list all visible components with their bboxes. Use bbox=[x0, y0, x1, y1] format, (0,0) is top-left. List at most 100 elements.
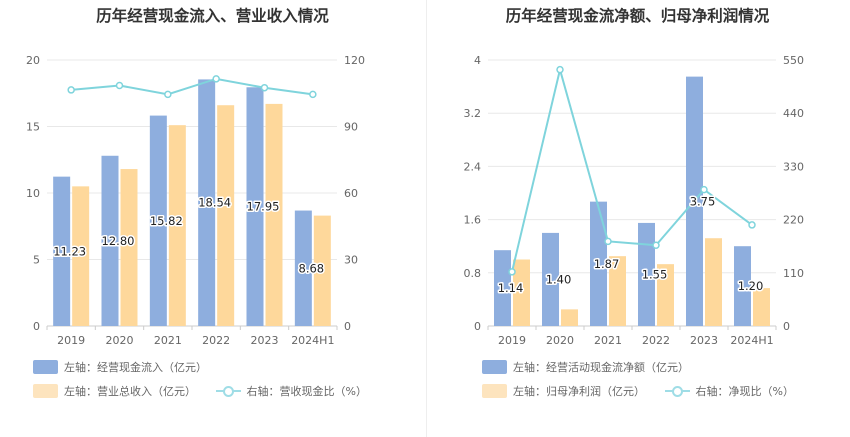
bar-cash-inflow bbox=[53, 176, 71, 326]
y-left-tick-label: 4 bbox=[474, 54, 481, 67]
legend-label: 右轴：营收现金比（%） bbox=[246, 385, 367, 398]
bar-net-profit bbox=[753, 288, 770, 326]
data-label: 1.14 bbox=[498, 281, 524, 295]
legend-label: 左轴：经营现金流入（亿元） bbox=[64, 361, 207, 374]
bar-net-cash-flow bbox=[542, 232, 559, 326]
y-left-tick-label: 0.8 bbox=[464, 267, 482, 280]
y-left-tick-label: 5 bbox=[33, 254, 40, 267]
ratio-point bbox=[164, 90, 172, 99]
bar-revenue bbox=[168, 125, 186, 326]
bar-net-profit bbox=[705, 238, 722, 326]
ratio-line bbox=[511, 65, 753, 273]
y-right-tick-label: 90 bbox=[344, 121, 358, 134]
y-right-tick-label: 0 bbox=[344, 320, 351, 333]
bar-net-cash-flow bbox=[494, 250, 511, 326]
bar-revenue bbox=[313, 215, 331, 326]
y-left-tick-label: 0 bbox=[33, 320, 40, 333]
legend-item-revenue[interactable]: 左轴：营业总收入（亿元） bbox=[33, 383, 196, 399]
legend-swatch bbox=[482, 360, 507, 374]
ratio-point bbox=[67, 86, 75, 94]
ratio-point bbox=[260, 83, 269, 92]
y-right-tick-label: 440 bbox=[783, 107, 804, 120]
x-tick-label: 2023 bbox=[251, 334, 279, 347]
y-right-tick-label: 60 bbox=[344, 187, 358, 200]
bar-net-cash-flow bbox=[638, 222, 655, 326]
bar-net-profit bbox=[657, 264, 674, 326]
panel-divider bbox=[426, 0, 427, 437]
x-tick-label: 2020 bbox=[546, 334, 574, 347]
bar-cash-inflow bbox=[198, 79, 216, 326]
legend-row-2: 左轴：归母净利润（亿元） 右轴：净现比（%） bbox=[482, 383, 810, 401]
data-label: 1.40 bbox=[546, 272, 572, 286]
data-label: 1.20 bbox=[738, 279, 764, 293]
legend-label: 左轴：归母净利润（亿元） bbox=[513, 385, 645, 398]
y-left-tick-label: 20 bbox=[26, 54, 40, 67]
ratio-point bbox=[748, 221, 756, 229]
chart-panel-left: 历年经营现金流入、营业收入情况 0 0 5 30 10 60 15 90 20 120 2019 20… bbox=[26, 7, 383, 401]
bar-revenue bbox=[72, 186, 90, 326]
y-left-tick-label: 1.6 bbox=[464, 214, 482, 227]
ratio-point bbox=[309, 90, 317, 99]
legend-swatch bbox=[33, 360, 58, 374]
ratio-point bbox=[115, 81, 124, 90]
legend-item-cash-inflow[interactable]: 左轴：经营现金流入（亿元） bbox=[33, 359, 207, 375]
y-left-tick-label: 10 bbox=[26, 187, 40, 200]
x-tick-label: 2021 bbox=[594, 334, 622, 347]
y-left-tick-label: 0 bbox=[474, 320, 481, 333]
bar-net-cash-flow bbox=[590, 201, 607, 326]
legend-item-net-cash-flow[interactable]: 左轴：经营活动现金流净额（亿元） bbox=[482, 359, 689, 375]
x-tick-label: 2023 bbox=[690, 334, 718, 347]
legend-label: 右轴：净现比（%） bbox=[695, 385, 794, 398]
legend-row-1: 左轴：经营现金流入（亿元） bbox=[33, 359, 223, 377]
bar-cash-inflow bbox=[149, 115, 167, 327]
bar-cash-inflow bbox=[246, 87, 264, 326]
data-label: 1.55 bbox=[642, 267, 668, 281]
bar-cash-inflow bbox=[101, 155, 119, 326]
data-label: 3.75 bbox=[690, 194, 716, 208]
ratio-point bbox=[652, 241, 660, 249]
x-tick-label: 2024H1 bbox=[291, 334, 334, 347]
bar-net-profit bbox=[561, 309, 578, 326]
y-right-tick-label: 120 bbox=[344, 54, 365, 67]
legend-line-swatch bbox=[215, 384, 241, 398]
bar-net-cash-flow bbox=[734, 246, 751, 326]
ratio-line bbox=[71, 77, 313, 96]
data-label: 12.80 bbox=[102, 234, 135, 248]
x-tick-label: 2022 bbox=[642, 334, 670, 347]
legend-line-swatch bbox=[664, 384, 690, 398]
x-tick-label: 2019 bbox=[498, 334, 526, 347]
chart-panel-right: 历年经营现金流净额、归母净利润情况 0 0 0.8 110 1.6 220 2.4 330 3.… bbox=[425, 0, 850, 437]
legend-item-ratio[interactable]: 右轴：营收现金比（%） bbox=[215, 383, 367, 399]
y-right-tick-label: 220 bbox=[783, 214, 804, 227]
x-tick-label: 2022 bbox=[202, 334, 230, 347]
chart-left-svg: 0 0 5 30 10 60 15 90 20 120 2019 2020 2021 2022 2023 20… bbox=[26, 54, 365, 347]
data-label: 8.68 bbox=[299, 261, 325, 275]
chart-title: 历年经营现金流入、营业收入情况 bbox=[96, 7, 329, 25]
data-label: 17.95 bbox=[247, 200, 280, 214]
x-tick-label: 2019 bbox=[57, 334, 85, 347]
chart-right-svg: 0 0 0.8 110 1.6 220 2.4 330 3.2 440 4 550 2019 2020 20… bbox=[464, 54, 805, 347]
legend-swatch bbox=[482, 384, 507, 398]
ratio-point bbox=[212, 75, 220, 83]
data-label: 18.54 bbox=[198, 196, 231, 210]
legend-item-net-profit[interactable]: 左轴：归母净利润（亿元） bbox=[482, 383, 645, 399]
bar-revenue bbox=[265, 103, 283, 326]
y-right-tick-label: 0 bbox=[783, 320, 790, 333]
legend-item-net-cash-ratio[interactable]: 右轴：净现比（%） bbox=[664, 383, 794, 399]
y-left-tick-label: 15 bbox=[26, 121, 40, 134]
x-tick-label: 2021 bbox=[154, 334, 182, 347]
bar-net-profit bbox=[513, 259, 530, 326]
x-tick-label: 2020 bbox=[106, 334, 134, 347]
y-right-tick-label: 30 bbox=[344, 254, 358, 267]
y-left-tick-label: 2.4 bbox=[464, 160, 482, 173]
legend-swatch bbox=[33, 384, 58, 398]
y-right-tick-label: 550 bbox=[783, 54, 804, 67]
legend-row-2: 左轴：营业总收入（亿元） 右轴：营收现金比（%） bbox=[33, 383, 383, 401]
bar-revenue bbox=[217, 105, 235, 326]
legend-label: 左轴：营业总收入（亿元） bbox=[64, 385, 196, 398]
bar-net-profit bbox=[609, 256, 626, 326]
ratio-point bbox=[556, 65, 564, 74]
y-right-tick-label: 330 bbox=[783, 160, 804, 173]
bar-revenue bbox=[120, 169, 138, 326]
x-tick-label: 2024H1 bbox=[730, 334, 773, 347]
